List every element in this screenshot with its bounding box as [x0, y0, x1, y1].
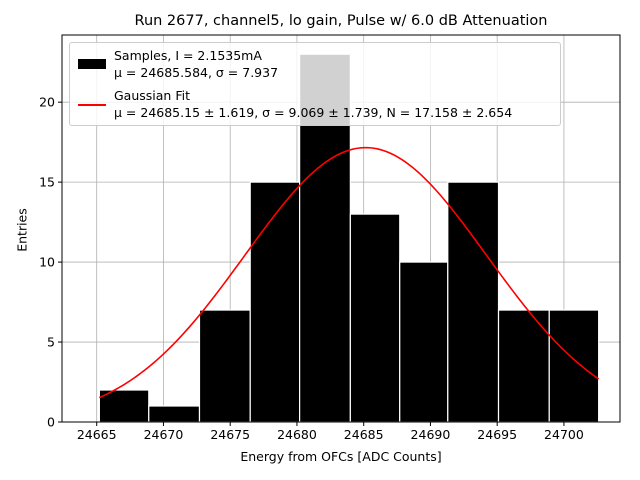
legend-samples-label: Samples, I = 2.1535mA — [114, 48, 262, 63]
y-axis-label: Entries — [14, 208, 30, 252]
x-axis-label: Energy from OFCs [ADC Counts] — [240, 449, 442, 464]
y-tick-label: 5 — [47, 335, 55, 350]
histogram-bar — [399, 261, 449, 423]
x-tick-label: 24680 — [277, 427, 317, 442]
histogram-bar — [497, 309, 550, 423]
x-tick-label: 24670 — [144, 427, 184, 442]
y-tick-label: 15 — [39, 175, 55, 190]
histogram-bar — [148, 405, 201, 423]
x-tick-label: 24685 — [344, 427, 384, 442]
x-axis-ticks: 24665 24670 24675 24680 24685 24690 24695 24700 — [77, 422, 584, 442]
legend-fit-swatch — [78, 104, 106, 106]
y-tick-label: 20 — [39, 95, 55, 110]
y-tick-label: 0 — [47, 415, 55, 430]
legend-fit-label: Gaussian Fit — [114, 88, 190, 103]
chart-title: Run 2677, channel5, lo gain, Pulse w/ 6.… — [134, 13, 548, 29]
legend-fit-stats: μ = 24685.15 ± 1.619, σ = 9.069 ± 1.739,… — [114, 105, 513, 120]
x-tick-label: 24690 — [411, 427, 451, 442]
legend: Samples, I = 2.1535mA μ = 24685.584, σ =… — [69, 42, 561, 126]
histogram-bars — [98, 53, 600, 423]
y-axis-ticks: 0 5 10 15 20 — [39, 95, 62, 430]
x-tick-label: 24695 — [477, 427, 517, 442]
x-tick-label: 24700 — [544, 427, 584, 442]
legend-samples-swatch — [78, 59, 106, 69]
histogram-bar — [349, 213, 401, 423]
gaussian-fit-curve — [99, 146, 600, 399]
legend-samples-stats: μ = 24685.584, σ = 7.937 — [114, 65, 279, 80]
plot-frame — [61, 34, 621, 423]
y-tick-label: 10 — [39, 255, 55, 270]
histogram-bar — [447, 181, 500, 423]
histogram-bar — [198, 309, 251, 423]
x-tick-label: 24665 — [77, 427, 117, 442]
histogram-bar — [249, 181, 301, 423]
x-tick-label: 24675 — [210, 427, 250, 442]
histogram-bar — [548, 309, 600, 423]
